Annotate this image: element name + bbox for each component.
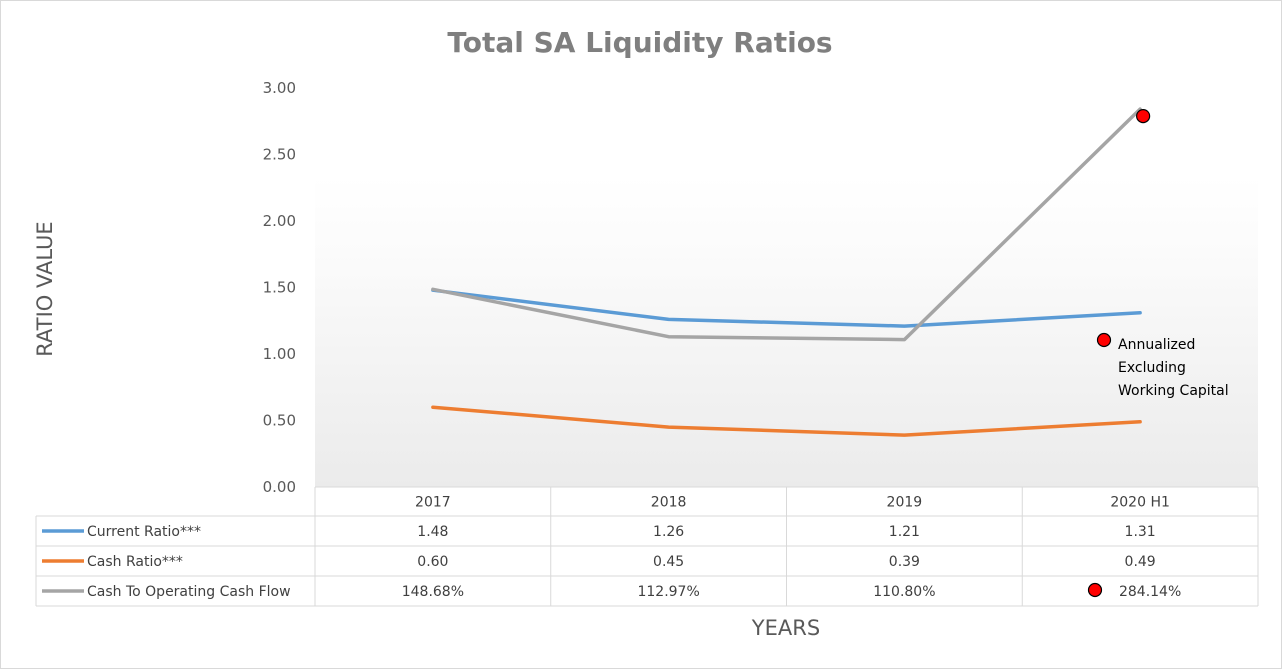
data-label: 110.80% [873,584,935,600]
data-label: 1.48 [417,524,448,540]
series-line-2 [431,405,1142,437]
y-tick-label: 1.00 [263,345,296,363]
annotation-text: Working Capital [1118,383,1229,399]
data-label: 1.26 [653,524,684,540]
annotation-text: Excluding [1118,360,1186,376]
y-tick-label: 2.00 [263,212,296,230]
x-axis-title: YEARS [751,616,820,640]
data-table: 2017 2018 2019 2020 H1 Current Ratio*** 1.48 1… [35,486,1259,607]
y-tick-label: 0.50 [263,412,296,430]
y-tick-label: 0.00 [263,478,296,496]
annotation: Annualized Excluding Working Capital [1087,108,1229,598]
series-line-1 [431,288,1142,328]
data-label: 1.31 [1125,524,1156,540]
series-line-3 [431,107,1142,342]
data-label: 1.21 [889,524,920,540]
plot-area [315,176,1258,487]
data-label: 0.49 [1125,554,1156,570]
annotation-marker [1087,582,1103,598]
y-tick-label: 1.50 [263,279,296,297]
annotation-marker [1136,108,1151,124]
legend-entry: Current Ratio*** [87,524,201,540]
data-label: 284.14% [1119,584,1181,600]
x-tick-label: 2019 [887,495,923,511]
x-tick-label: 2018 [651,495,687,511]
series-lines [431,107,1142,437]
y-tick-label: 3.00 [263,79,296,97]
y-axis: 0.00 0.50 1.00 1.50 2.00 2.50 3.00 [263,79,296,496]
legend-entry: Cash Ratio*** [87,554,183,570]
x-tick-label: 2020 H1 [1110,495,1170,511]
y-axis-title: RATIO VALUE [33,221,57,356]
data-label: 0.39 [889,554,920,570]
data-label: 148.68% [402,584,464,600]
data-label: 0.45 [653,554,684,570]
x-tick-label: 2017 [415,495,451,511]
chart-title: Total SA Liquidity Ratios [447,26,832,59]
data-label: 0.60 [417,554,448,570]
data-label: 112.97% [637,584,699,600]
legend-entry: Cash To Operating Cash Flow [87,584,291,600]
annotation-marker [1096,332,1112,348]
y-tick-label: 2.50 [263,146,296,164]
annotation-text: Annualized [1118,337,1195,353]
